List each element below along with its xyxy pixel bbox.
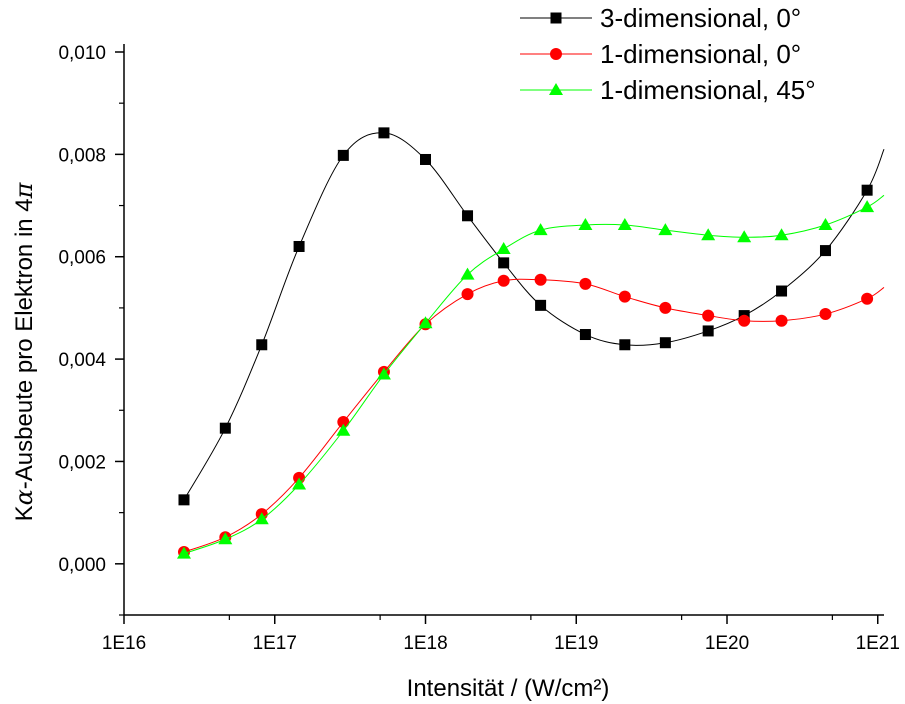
y-tick-label: 0,006 bbox=[58, 248, 106, 269]
series-triangle bbox=[176, 194, 885, 559]
y-axis-title-k: K bbox=[11, 505, 38, 521]
data-point bbox=[860, 200, 875, 213]
x-tick-label: 1E21 bbox=[856, 633, 900, 654]
y-tick-label: 0,000 bbox=[58, 555, 106, 576]
data-point bbox=[497, 274, 510, 287]
y-tick-label: 0,004 bbox=[58, 350, 106, 371]
data-point bbox=[618, 290, 631, 303]
x-tick-label: 1E19 bbox=[554, 633, 598, 654]
data-point bbox=[774, 228, 789, 241]
data-point bbox=[498, 257, 510, 269]
x-tick-label: 1E17 bbox=[253, 633, 297, 654]
data-point bbox=[659, 301, 672, 314]
data-point bbox=[819, 245, 831, 257]
data-point bbox=[775, 314, 788, 327]
data-point bbox=[578, 217, 593, 230]
data-point bbox=[461, 288, 474, 301]
data-point bbox=[701, 228, 716, 241]
legend-label: 1-dimensional, 45° bbox=[600, 75, 816, 105]
data-point bbox=[535, 299, 547, 311]
y-axis-title-alpha: α bbox=[10, 489, 38, 505]
data-point bbox=[619, 339, 631, 351]
axes bbox=[123, 44, 884, 616]
data-point bbox=[737, 230, 752, 243]
legend-item: 1-dimensional, 45° bbox=[520, 75, 816, 105]
legend-marker bbox=[550, 12, 562, 24]
x-tick-label: 1E16 bbox=[102, 633, 146, 654]
data-point bbox=[818, 217, 833, 230]
series-layer bbox=[176, 127, 885, 559]
data-point bbox=[819, 308, 832, 321]
legend: 3-dimensional, 0° 1-dimensional, 0° 1-dime… bbox=[520, 3, 816, 105]
y-tick-label: 0,002 bbox=[58, 452, 106, 473]
legend-marker bbox=[550, 48, 562, 60]
y-tick-label: 0,010 bbox=[58, 43, 106, 64]
data-point bbox=[176, 546, 191, 559]
data-point bbox=[254, 512, 269, 525]
data-point bbox=[418, 316, 433, 329]
data-point bbox=[292, 477, 307, 490]
legend-label: 3-dimensional, 0° bbox=[600, 3, 801, 33]
data-point bbox=[256, 339, 268, 351]
data-point bbox=[702, 325, 714, 337]
data-point bbox=[533, 223, 548, 236]
series-square bbox=[178, 127, 885, 506]
data-point bbox=[218, 532, 233, 545]
data-point bbox=[462, 210, 474, 222]
legend-marker bbox=[549, 83, 563, 95]
y-axis-ticks: 0,000 0,002 0,004 0,006 0,008 0,010 bbox=[58, 43, 124, 616]
data-point bbox=[376, 367, 391, 380]
y-axis-title: Kα-Ausbeute pro Elektron in 4π bbox=[10, 181, 38, 521]
data-point bbox=[659, 337, 671, 349]
data-point bbox=[460, 267, 475, 280]
data-point bbox=[496, 242, 511, 255]
data-point bbox=[658, 223, 673, 236]
data-point bbox=[337, 416, 350, 429]
x-axis-ticks: 1E16 1E17 1E18 1E19 1E20 1E21 bbox=[102, 615, 900, 654]
x-tick-label: 1E20 bbox=[705, 633, 749, 654]
data-point bbox=[617, 217, 632, 230]
data-point bbox=[178, 494, 190, 506]
data-point bbox=[420, 153, 432, 165]
data-point bbox=[293, 240, 305, 252]
data-point bbox=[738, 314, 751, 327]
data-point bbox=[579, 277, 592, 290]
data-point bbox=[336, 423, 351, 436]
legend-item: 3-dimensional, 0° bbox=[520, 3, 801, 33]
data-point bbox=[378, 127, 390, 139]
y-axis-title-pi: π bbox=[10, 181, 38, 199]
data-point bbox=[776, 285, 788, 297]
y-axis-title-rest: -Ausbeute pro Elektron in 4 bbox=[11, 198, 38, 489]
x-axis-title: Intensität / (W/cm²) bbox=[407, 675, 610, 702]
legend-label: 1-dimensional, 0° bbox=[600, 39, 801, 69]
series-line bbox=[183, 194, 885, 555]
data-point bbox=[337, 149, 349, 161]
data-point bbox=[534, 273, 547, 286]
x-tick-label: 1E18 bbox=[403, 633, 447, 654]
data-point bbox=[861, 184, 873, 196]
y-tick-label: 0,008 bbox=[58, 145, 106, 166]
data-point bbox=[861, 292, 874, 305]
data-point bbox=[579, 329, 591, 341]
legend-item: 1-dimensional, 0° bbox=[520, 39, 801, 69]
data-point bbox=[219, 422, 231, 434]
series-circle bbox=[177, 273, 885, 559]
data-point bbox=[702, 309, 715, 322]
